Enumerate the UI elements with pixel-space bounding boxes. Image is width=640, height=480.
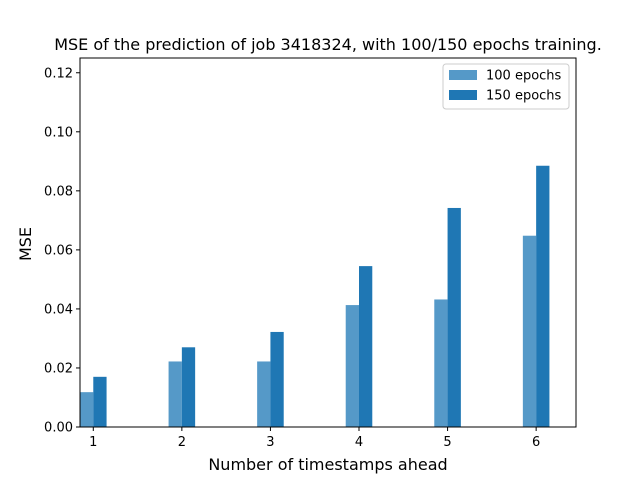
bar-s1-2 — [168, 361, 182, 427]
y-tick-label: 0.04 — [44, 302, 73, 317]
bar-s2-2 — [181, 347, 196, 427]
bar-s2-3 — [270, 331, 284, 427]
x-tick-label: 3 — [266, 435, 274, 450]
bar-s2-1 — [93, 376, 107, 427]
y-tick-label: 0.08 — [44, 184, 73, 199]
legend-label: 100 epochs — [486, 69, 562, 84]
legend-swatch — [449, 90, 477, 100]
x-axis-label: Number of timestamps ahead — [208, 455, 447, 474]
y-tick-label: 0.06 — [44, 243, 73, 258]
bar-s1-5 — [434, 299, 448, 427]
bar-s1-1 — [80, 392, 94, 427]
bar-s2-6 — [536, 165, 550, 428]
x-tick-label: 2 — [178, 435, 186, 450]
plot-area-frame — [79, 57, 577, 428]
y-tick-label: 0.02 — [44, 361, 73, 376]
chart-title: MSE of the prediction of job 3418324, wi… — [54, 35, 602, 54]
x-axis-ticks: 1 2 3 4 5 6 — [89, 427, 540, 450]
x-tick-label: 1 — [89, 435, 97, 450]
y-tick-label: 0.12 — [44, 66, 73, 81]
legend-label: 150 epochs — [486, 89, 562, 104]
bar-s1-4 — [345, 305, 359, 427]
x-tick-label: 5 — [443, 435, 451, 450]
x-tick-label: 6 — [532, 435, 540, 450]
bar-s2-5 — [447, 207, 461, 427]
y-tick-label: 0.10 — [44, 125, 73, 140]
x-tick-label: 4 — [355, 435, 363, 450]
y-tick-label: 0.00 — [44, 421, 73, 436]
y-axis-ticks: 0.00 0.02 0.04 0.06 0.08 0.10 0.12 — [44, 66, 80, 436]
legend: 100 epochs 150 epochs — [442, 63, 570, 110]
bar-s1-3 — [257, 361, 271, 427]
y-axis-label: MSE — [16, 227, 35, 261]
bar-s2-4 — [359, 266, 373, 427]
legend-swatch — [449, 70, 477, 80]
bar-s1-6 — [522, 235, 537, 427]
bars-group — [80, 165, 550, 428]
